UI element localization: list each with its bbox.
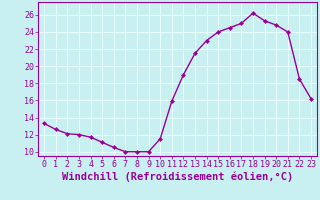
X-axis label: Windchill (Refroidissement éolien,°C): Windchill (Refroidissement éolien,°C) (62, 172, 293, 182)
